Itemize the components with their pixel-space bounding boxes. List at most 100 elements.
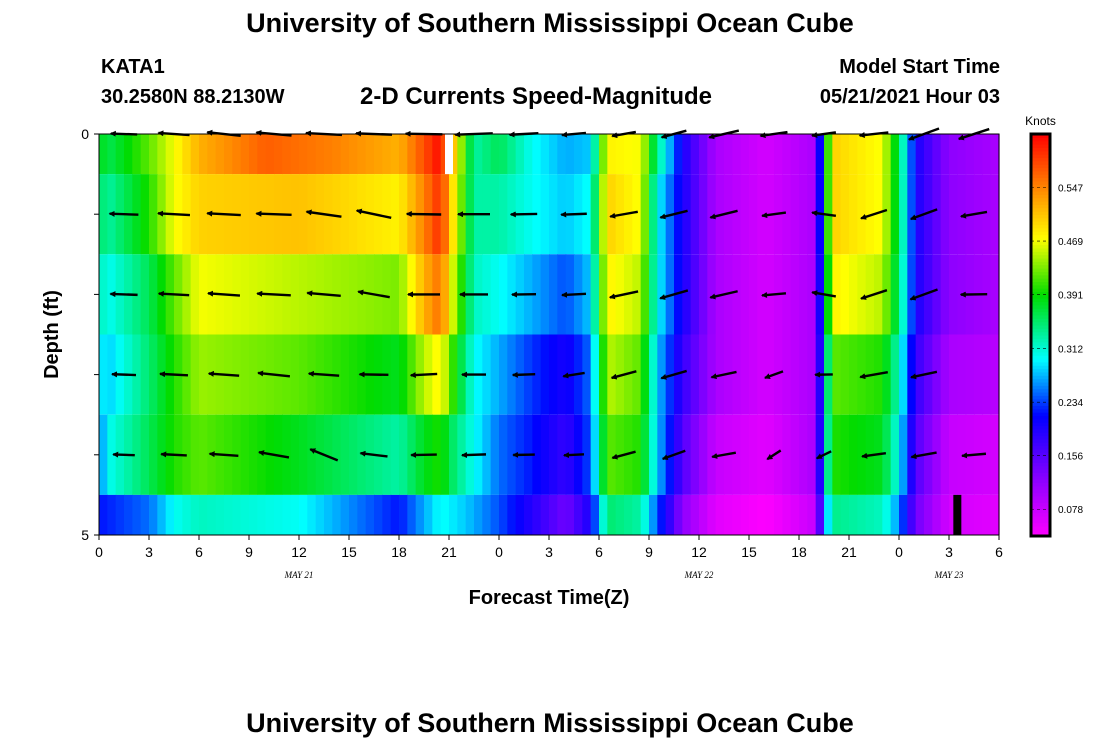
heatmap-cell — [324, 134, 333, 175]
colorbar-swatch — [1031, 512, 1050, 517]
x-tick-label: 3 — [545, 544, 553, 560]
heatmap-cell — [632, 254, 642, 335]
heatmap-cell — [99, 414, 108, 495]
heatmap-cell — [482, 334, 492, 415]
heatmap-cell — [649, 254, 658, 335]
heatmap-cell — [957, 134, 967, 175]
colorbar-swatch — [1031, 150, 1050, 155]
heatmap-cell — [674, 254, 683, 335]
heatmap-cell — [974, 134, 983, 175]
heatmap-cell — [540, 414, 550, 495]
colorbar-tick-label: 0.078 — [1058, 505, 1083, 516]
heatmap-cell — [149, 334, 158, 415]
heatmap-cell — [349, 254, 358, 335]
heatmap-cell — [507, 414, 517, 495]
heatmap-cell — [807, 254, 817, 335]
heatmap-cell — [890, 494, 900, 535]
x-tick-label: 12 — [291, 544, 307, 560]
heatmap-cell — [707, 174, 717, 255]
colorbar-swatch — [1031, 217, 1050, 222]
heatmap-cell — [907, 134, 917, 175]
heatmap-cell — [624, 494, 633, 535]
colorbar-swatch — [1031, 291, 1050, 296]
heatmap-cell — [215, 134, 225, 175]
heatmap-cell — [882, 414, 892, 495]
heatmap-cell — [349, 134, 358, 175]
colorbar-swatch — [1031, 137, 1050, 142]
heatmap-cell — [857, 174, 867, 255]
colorbar-swatch — [1031, 422, 1050, 427]
heatmap-cell — [190, 414, 200, 495]
current-vector-arrow — [609, 210, 638, 219]
heatmap-cell — [940, 334, 950, 415]
current-vector-arrow — [761, 292, 787, 299]
heatmap-cell — [249, 174, 258, 255]
heatmap-cell — [315, 134, 325, 175]
heatmap-cell — [299, 334, 308, 415]
heatmap-cell — [190, 174, 200, 255]
heatmap-cell — [740, 174, 750, 255]
heatmap-cell — [507, 494, 517, 535]
heatmap-cell — [674, 334, 683, 415]
missing-data-marker — [445, 134, 453, 175]
heatmap-cell — [215, 494, 225, 535]
heatmap-cell — [932, 494, 942, 535]
heatmap-cell — [290, 494, 300, 535]
heatmap-cell — [940, 254, 950, 335]
heatmap-cell — [665, 414, 675, 495]
heatmap-cell — [307, 494, 317, 535]
heatmap-cell — [540, 134, 550, 175]
x-tick-label: 15 — [741, 544, 757, 560]
heatmap-cell — [740, 334, 750, 415]
current-vector-arrow — [861, 451, 887, 459]
heatmap-cell — [849, 414, 858, 495]
heatmap-cell — [490, 334, 500, 415]
heatmap-cell — [565, 494, 575, 535]
heatmap-cell — [115, 134, 125, 175]
x-tick-label: 21 — [841, 544, 857, 560]
heatmap-cell — [682, 174, 692, 255]
heatmap-cell — [357, 134, 367, 175]
heatmap-cell — [574, 494, 583, 535]
current-vector-arrow — [307, 370, 340, 377]
chart-title: 2-D Currents Speed-Magnitude — [360, 83, 713, 110]
heatmap-cell — [840, 174, 850, 255]
heatmap-cell — [632, 334, 642, 415]
colorbar-swatch — [1031, 201, 1050, 205]
current-vector-arrow — [961, 452, 987, 459]
heatmap-cell — [157, 134, 167, 175]
colorbar-swatch — [1031, 204, 1050, 209]
y-tick-label: 5 — [81, 527, 89, 543]
x-axis-label: Forecast Time(Z) — [469, 587, 630, 609]
station-id: KATA1 — [101, 56, 165, 78]
heatmap-cell — [415, 134, 425, 175]
heatmap-cell — [407, 494, 417, 535]
heatmap-cell — [932, 134, 942, 175]
heatmap-cell — [107, 494, 117, 535]
heatmap-cell — [157, 494, 167, 535]
colorbar-swatch — [1031, 458, 1050, 463]
current-vector-arrow — [909, 208, 938, 221]
heatmap-cell — [449, 254, 458, 335]
heatmap-cell — [749, 174, 758, 255]
current-vector-arrow — [659, 289, 689, 300]
colorbar-swatch — [1031, 321, 1050, 326]
heatmap-cell — [665, 494, 675, 535]
colorbar-tick-label: 0.234 — [1058, 398, 1083, 409]
colorbar-swatch — [1031, 301, 1050, 306]
heatmap-cell — [149, 414, 158, 495]
heatmap-cell — [790, 134, 800, 175]
heatmap-cell — [149, 174, 158, 255]
current-vector-arrow — [811, 210, 837, 218]
colorbar-swatch — [1031, 177, 1050, 182]
heatmap-cell — [449, 414, 458, 495]
current-vector-arrow — [610, 370, 637, 380]
heatmap-cell — [307, 414, 317, 495]
footer-title: University of Southern Mississippi Ocean… — [246, 708, 854, 738]
date-label: MAY 22 — [684, 570, 714, 580]
heatmap-cell — [465, 134, 475, 175]
heatmap-cell — [790, 174, 800, 255]
heatmap-cell — [990, 254, 1000, 335]
x-tick-label: 18 — [791, 544, 807, 560]
heatmap-cell — [599, 174, 608, 255]
